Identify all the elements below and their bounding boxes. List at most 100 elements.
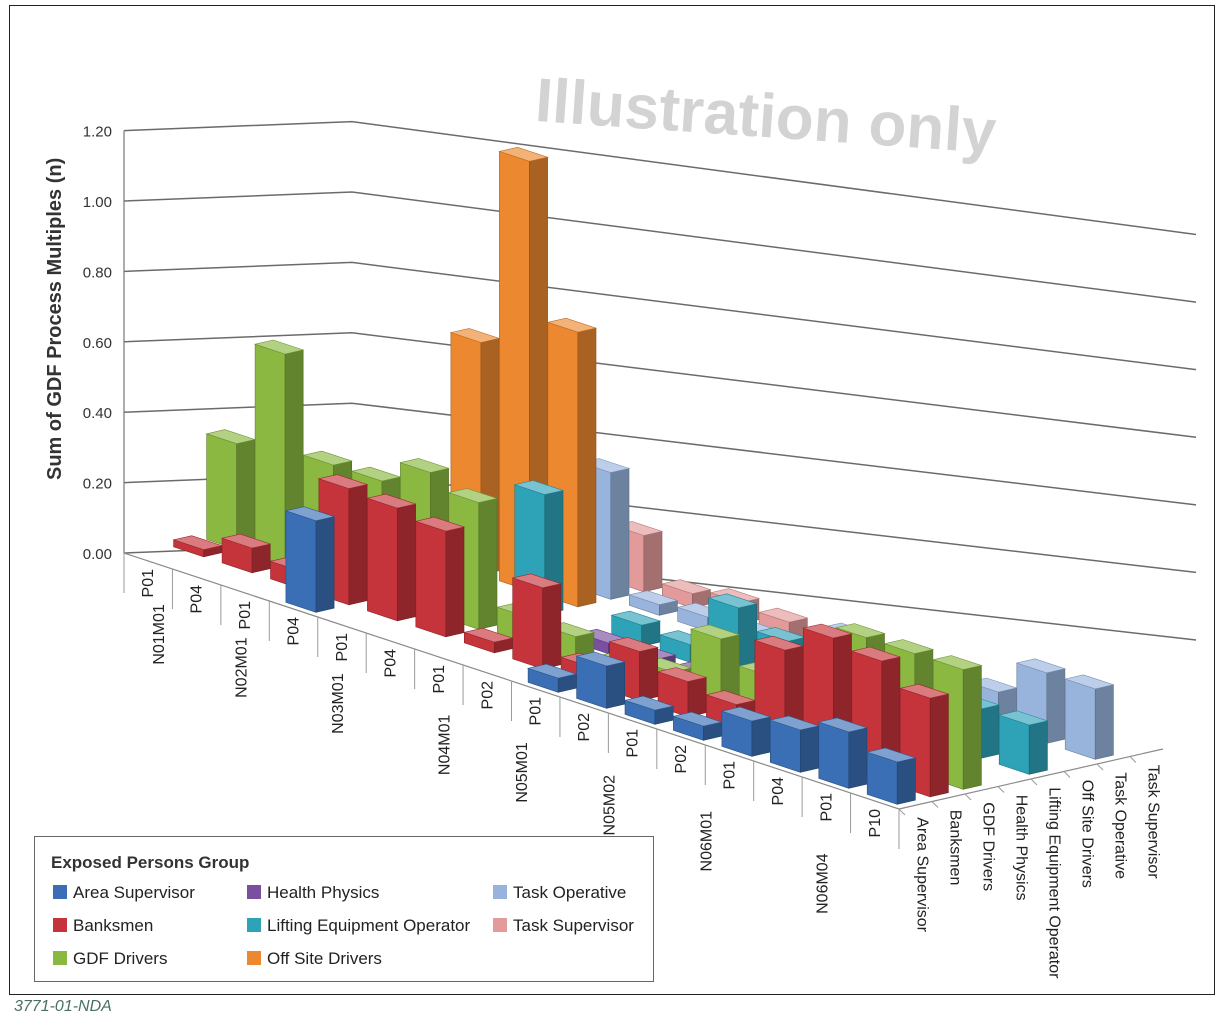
bar [366,493,417,622]
y-tick-label: 1.00 [83,194,112,211]
x-tick-label: P04 [770,777,787,806]
legend-item: Lifting Equipment Operator [247,916,470,936]
bar [866,747,917,805]
axis-labels: 0.00 0.20 0.40 0.60 0.80 1.00 1.20 P01 P04 P01 P04… [83,124,1162,980]
gridline [123,191,1197,303]
bar [575,651,626,709]
depth-tick [1096,763,1104,771]
x-group-label: N05M02 [601,775,618,836]
depth-tick-label: Area Supervisor [914,817,931,932]
depth-tick [1129,756,1137,763]
depth-tick-label: Banksmen [947,810,964,886]
y-tick-label: 0.00 [83,546,112,563]
bar [414,516,466,638]
legend-swatch [247,951,261,965]
depth-tick [997,786,1005,793]
y-axis-title: Sum of GDF Process Multiples (n) [44,157,66,480]
x-tick-label: P01 [237,601,254,630]
gridline [123,120,1197,236]
gridlines [123,120,1197,641]
bar [628,590,679,616]
legend-swatch [493,918,507,932]
bar [672,711,723,741]
bar [205,429,256,550]
legend-swatch [53,885,67,899]
y-tick-label: 0.20 [83,476,112,493]
legend-swatch [53,918,67,932]
legend-swatch [53,951,67,965]
bar [511,573,563,670]
x-tick-label: P04 [286,617,303,646]
y-tick-label: 0.60 [83,335,112,352]
x-tick-label: P02 [479,681,496,710]
x-tick-label: P01 [721,761,738,790]
depth-tick-label: Off Site Drivers [1079,780,1096,888]
x-tick-label: P01 [528,697,545,726]
legend: Exposed Persons Group Area Supervisor Hea… [34,836,654,982]
bar [498,146,549,592]
depth-tick [1030,778,1038,786]
x-group-label: N03M01 [330,673,347,734]
legend-label: Task Supervisor [513,916,634,935]
legend-label: GDF Drivers [73,949,168,968]
depth-tick [1063,771,1071,778]
gridline [123,332,1197,438]
legend-swatch [247,885,261,899]
gridline [123,402,1197,506]
depth-tick [898,808,906,816]
bars [172,146,1115,805]
bar [284,506,336,613]
bar [998,710,1049,775]
bar [463,627,514,654]
x-group-label: N05M01 [514,742,531,803]
gridline [123,261,1197,371]
x-tick-label: P04 [382,649,399,678]
legend-title: Exposed Persons Group [51,853,250,872]
legend-item: Task Operative [493,883,626,903]
bar [220,533,272,574]
y-tick-label: 1.20 [83,124,112,141]
legend-label: Health Physics [267,883,380,902]
x-tick-label: P01 [334,633,351,662]
axes [123,130,1164,849]
legend-label: Banksmen [73,916,154,935]
x-tick-label: P02 [673,745,690,774]
x-group-label: N06M01 [698,811,715,872]
x-group-label: N01M01 [151,604,168,665]
x-group-label: N04M01 [437,715,454,776]
depth-tick-label: Task Supervisor [1145,765,1162,879]
x-tick-label: P01 [625,729,642,758]
x-tick-label: P04 [189,585,206,614]
legend-swatch [247,918,261,932]
depth-tick [931,801,939,808]
depth-tick-label: Lifting Equipment Operator [1046,787,1063,979]
y-tick-label: 0.40 [83,405,112,422]
bar [817,717,869,789]
x-group-label: N02M01 [233,637,250,698]
x-tick-label: P01 [818,793,835,822]
legend-label: Lifting Equipment Operator [267,916,471,935]
depth-tick-label: Health Physics [1013,795,1030,901]
bar [172,535,223,558]
legend-item: GDF Drivers [53,949,167,969]
x-group-label: N06M04 [815,853,832,914]
depth-tick-label: Task Operative [1112,772,1129,879]
depth-tick-label: GDF Drivers [980,802,997,891]
legend-item: Off Site Drivers [247,949,382,969]
legend-label: Off Site Drivers [267,949,382,968]
depth-tick [964,793,972,801]
figure-code: 3771-01-NDA [14,998,112,1015]
bar [623,695,675,725]
bar [720,706,772,757]
legend-item: Area Supervisor [53,883,195,903]
y-tick-label: 0.80 [83,264,112,281]
legend-label: Area Supervisor [73,883,195,902]
x-tick-label: P01 [140,569,157,598]
legend-item: Health Physics [247,883,379,903]
legend-label: Task Operative [513,883,627,902]
legend-item: Task Supervisor [493,916,634,936]
x-tick-label: P01 [431,665,448,694]
bar [769,715,820,773]
x-tick-label: P10 [867,809,884,838]
bar [1064,674,1115,760]
